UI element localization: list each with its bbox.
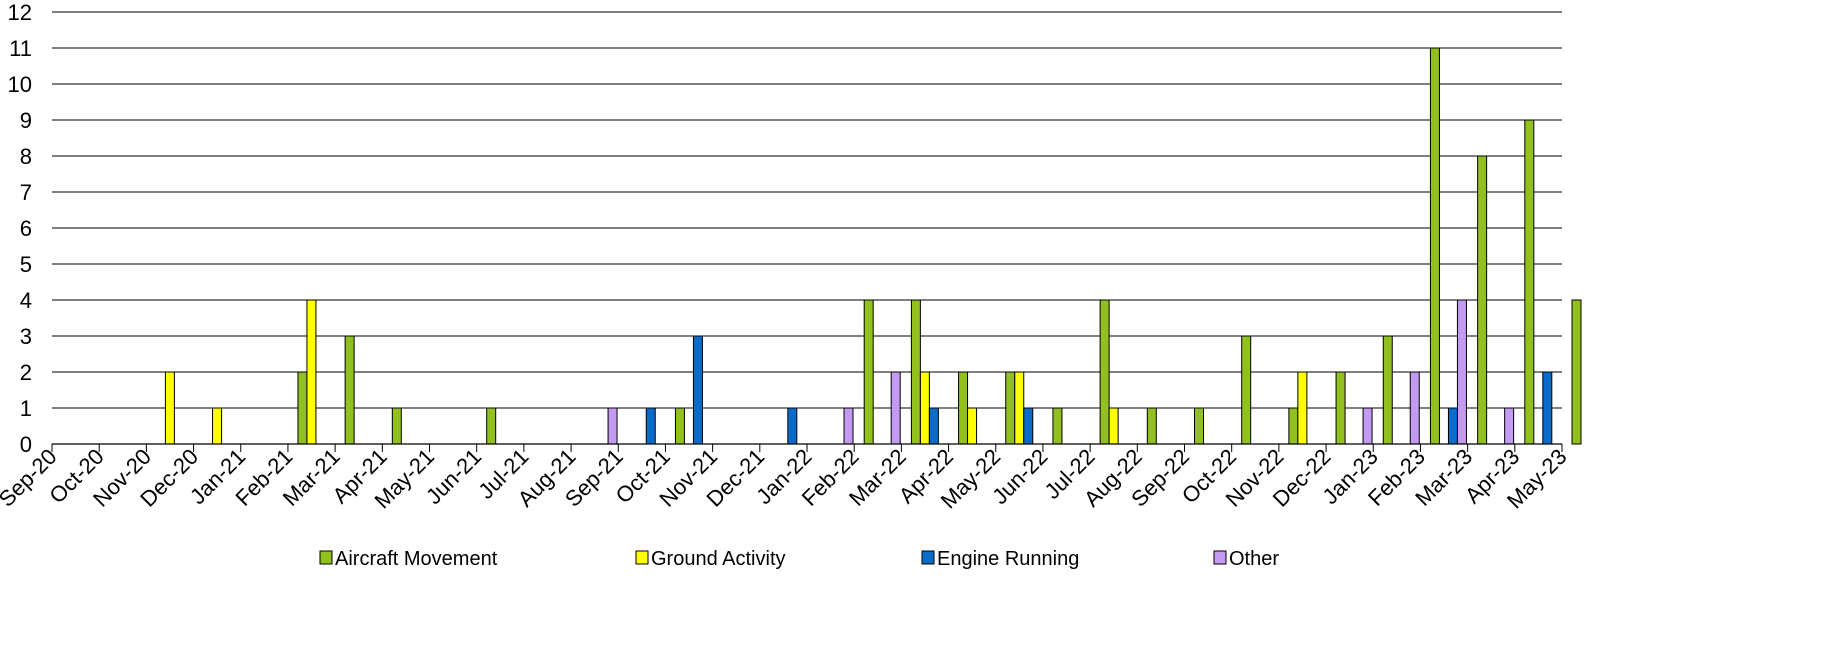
bar-ground-activity [967, 407, 978, 445]
bar-aircraft-movement [1052, 407, 1063, 445]
bar-aircraft-movement [863, 299, 874, 445]
bar-other [607, 407, 618, 445]
y-tick-label: 4 [20, 288, 32, 313]
bars [164, 47, 1582, 445]
bar-aircraft-movement [486, 407, 497, 445]
gridlines [52, 11, 1562, 445]
bar-other [1362, 407, 1373, 445]
bar-aircraft-movement [1429, 47, 1440, 445]
y-tick-label: 5 [20, 252, 32, 277]
bar-aircraft-movement [1099, 299, 1110, 445]
bar-other [843, 407, 854, 445]
y-tick-label: 12 [8, 0, 32, 25]
bar-ground-activity [212, 407, 223, 445]
bar-ground-activity [1014, 371, 1025, 445]
bar-aircraft-movement [1241, 335, 1252, 445]
bar-engine-running [645, 407, 656, 445]
bar-engine-running [1542, 371, 1553, 445]
bar-other [890, 371, 901, 445]
bar-engine-running [692, 335, 703, 445]
legend-swatch [1213, 550, 1227, 565]
y-tick-label: 8 [20, 144, 32, 169]
legend-label: Other [1229, 548, 1279, 570]
bar-aircraft-movement [344, 335, 355, 445]
y-tick-label: 10 [8, 72, 32, 97]
bar-aircraft-movement [1146, 407, 1157, 445]
bar-aircraft-movement [1524, 119, 1535, 445]
bar-ground-activity [1108, 407, 1119, 445]
y-tick-label: 9 [20, 108, 32, 133]
y-tick-label: 0 [20, 432, 32, 457]
y-tick-label: 6 [20, 216, 32, 241]
y-tick-label: 2 [20, 360, 32, 385]
legend-label: Aircraft Movement [335, 548, 498, 570]
bar-aircraft-movement [1477, 155, 1488, 445]
bar-other [1409, 371, 1420, 445]
bar-ground-activity [164, 371, 175, 445]
legend-label: Engine Running [937, 548, 1079, 570]
legend-swatch [921, 550, 935, 565]
bar-aircraft-movement [1335, 371, 1346, 445]
bar-aircraft-movement [391, 407, 402, 445]
bar-aircraft-movement [1194, 407, 1204, 445]
bar-aircraft-movement [958, 371, 969, 445]
bar-other [1504, 407, 1515, 445]
bar-aircraft-movement [1382, 335, 1393, 445]
legend: Aircraft Movement Ground Activity Engine R… [319, 548, 1279, 570]
bar-engine-running [787, 407, 798, 445]
bar-aircraft-movement [910, 299, 921, 445]
bar-ground-activity [919, 371, 930, 445]
bar-aircraft-movement [1005, 371, 1016, 445]
bar-other [1456, 299, 1467, 445]
bar-engine-running [1447, 407, 1458, 445]
bar-ground-activity [306, 299, 317, 445]
legend-label: Ground Activity [651, 548, 786, 570]
y-tick-label: 3 [20, 324, 32, 349]
bar-engine-running [1023, 407, 1034, 445]
bar-engine-running [928, 407, 939, 445]
y-tick-label: 7 [20, 180, 32, 205]
y-tick-label: 1 [20, 396, 32, 421]
bar-aircraft-movement [674, 407, 685, 445]
legend-swatch [319, 550, 333, 565]
bar-aircraft-movement [1288, 407, 1299, 445]
bar-aircraft-movement [1571, 299, 1582, 445]
legend-swatch [635, 550, 649, 565]
y-tick-label: 11 [9, 36, 32, 61]
bar-ground-activity [1297, 371, 1308, 445]
bar-aircraft-movement [297, 371, 308, 445]
